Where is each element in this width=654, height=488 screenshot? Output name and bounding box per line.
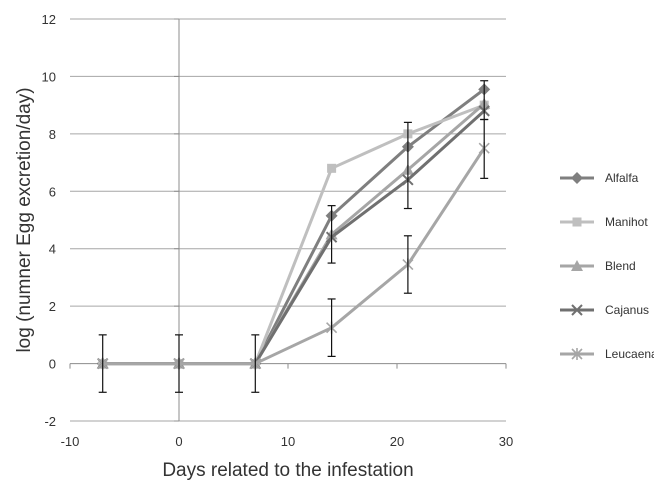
axes: [69, 18, 507, 422]
legend-item-blend: Blend: [560, 259, 636, 273]
data-point: [571, 260, 583, 271]
error-bar: [98, 334, 107, 393]
legend-label: Blend: [605, 259, 636, 273]
error-bar: [327, 205, 336, 264]
y-tick-label: 2: [49, 299, 56, 314]
x-axis-title: Days related to the infestation: [162, 460, 413, 481]
legend-label: Manihot: [605, 215, 648, 229]
x-tick-label: 0: [175, 434, 182, 449]
legend-item-alfalfa: Alfalfa: [560, 171, 639, 185]
x-tick-label: 30: [499, 434, 513, 449]
series-manihot: [98, 100, 489, 369]
legend-item-leucaena: Leucaena: [560, 347, 654, 361]
error-bar: [403, 121, 412, 210]
series: [96, 83, 491, 370]
legend-label: Leucaena: [605, 347, 654, 361]
y-tick-label: 6: [49, 184, 56, 199]
series-blend: [96, 97, 491, 369]
y-tick-label: 0: [49, 357, 56, 372]
y-tick-label: 8: [49, 127, 56, 142]
error-bar: [327, 298, 336, 357]
error-bar: [403, 235, 412, 294]
data-point: [571, 304, 583, 316]
y-tick-label: 12: [42, 12, 56, 27]
series-line: [102, 88, 486, 366]
tick-labels: -2 0 2 4 6 8 10 12 -10 0 10 20 30: [42, 12, 514, 449]
y-tick-label: -2: [44, 414, 56, 429]
legend-item-manihot: Manihot: [560, 215, 648, 229]
series-cajanus: [96, 105, 490, 370]
y-axis-title: log (numner Egg excretion/day): [14, 87, 35, 352]
legend-label: Alfalfa: [605, 171, 639, 185]
x-tick-label: -10: [61, 434, 80, 449]
error-bar: [480, 118, 489, 179]
x-tick-label: 20: [390, 434, 404, 449]
series-line: [102, 147, 486, 366]
x-tick-label: 10: [281, 434, 295, 449]
legend-label: Cajanus: [605, 303, 649, 317]
data-point: [572, 217, 582, 227]
error-bar: [251, 334, 260, 393]
legend-item-cajanus: Cajanus: [560, 303, 649, 317]
error-bar: [175, 334, 183, 393]
data-point: [327, 163, 337, 173]
legend: Alfalfa Manihot Blend Cajanus Leucaena: [560, 171, 654, 361]
data-point: [571, 348, 583, 360]
error-bars: [98, 80, 489, 393]
series-leucaena: [97, 142, 490, 370]
data-point: [571, 172, 583, 184]
gridlines: [70, 18, 506, 422]
y-tick-label: 4: [49, 242, 56, 257]
y-tick-label: 10: [42, 69, 56, 84]
